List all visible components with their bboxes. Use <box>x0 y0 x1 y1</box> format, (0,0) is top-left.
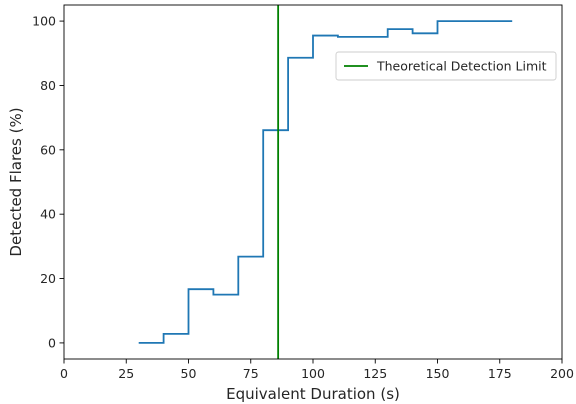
x-tick-label: 100 <box>301 366 325 381</box>
y-tick-label: 80 <box>40 78 56 93</box>
x-tick-label: 75 <box>243 366 259 381</box>
x-tick-label: 150 <box>426 366 450 381</box>
x-tick-label: 175 <box>488 366 512 381</box>
x-tick-label: 125 <box>363 366 387 381</box>
x-tick-label: 200 <box>550 366 574 381</box>
y-tick-label: 40 <box>40 207 56 222</box>
legend-label: Theoretical Detection Limit <box>376 59 547 74</box>
x-axis-title: Equivalent Duration (s) <box>226 385 400 403</box>
x-tick-label: 25 <box>118 366 134 381</box>
x-tick-label: 50 <box>181 366 197 381</box>
legend-box <box>335 51 557 81</box>
y-tick-label: 60 <box>40 142 56 157</box>
series-line-0 <box>138 20 513 344</box>
y-axis-title: Detected Flares (%) <box>7 107 25 256</box>
y-tick-label: 20 <box>40 271 56 286</box>
y-tick-label: 100 <box>32 14 56 29</box>
y-tick-label: 0 <box>48 335 56 350</box>
x-tick-label: 0 <box>60 366 68 381</box>
